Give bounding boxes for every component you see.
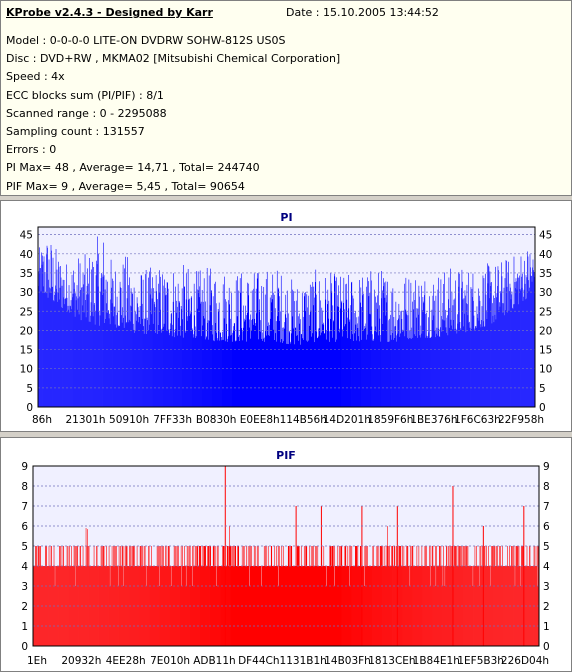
info-lines: Model : 0-0-0-0 LITE-ON DVDRW SOHW-812S …: [6, 32, 340, 196]
y-tick-label-right: 30: [539, 287, 552, 299]
plot-border: [32, 465, 540, 647]
x-tick-label: 1131B1h: [280, 655, 327, 667]
x-tick-label: E0EE8h: [240, 414, 280, 426]
bar-series: [37, 236, 536, 407]
scan-date: Date : 15.10.2005 13:44:52: [286, 6, 439, 19]
y-tick-label-right: 0: [539, 402, 546, 414]
info-sampling-count: Sampling count : 131557: [6, 124, 145, 138]
y-tick-label: 5: [21, 541, 28, 553]
x-tick-label: 1EF5B3h: [457, 655, 504, 667]
x-tick-label: 1F6C63h: [454, 414, 501, 426]
y-tick-label-right: 0: [543, 641, 550, 653]
x-tick-label: 1B84E1h: [413, 655, 460, 667]
info-pi-summary: PI Max= 48 , Average= 14,71 , Total= 244…: [6, 161, 260, 175]
y-tick-label-right: 20: [539, 325, 552, 337]
y-tick-label-right: 40: [539, 249, 552, 261]
x-tick-label: 7FF33h: [153, 414, 192, 426]
x-tick-label: 1813CEh: [368, 655, 415, 667]
y-tick-label-right: 8: [543, 481, 550, 493]
x-tick-label: 22F958h: [498, 414, 544, 426]
x-tick-label: 1Eh: [27, 655, 47, 667]
y-tick-label: 5: [26, 383, 33, 395]
info-ecc-blocks: ECC blocks sum (PI/PIF) : 8/1: [6, 88, 164, 102]
x-tick-label: 1859F6h: [367, 414, 413, 426]
y-tick-label: 9: [21, 461, 28, 473]
y-tick-label-right: 9: [543, 461, 550, 473]
info-speed: Speed : 4x: [6, 70, 65, 84]
y-tick-label: 40: [20, 249, 33, 261]
y-tick-label-right: 4: [543, 561, 550, 573]
y-tick-label-right: 15: [539, 345, 552, 357]
x-tick-label: 7E010h: [150, 655, 190, 667]
y-tick-label: 20: [20, 325, 33, 337]
y-tick-label: 0: [26, 402, 33, 414]
x-tick-label: 14D201h: [323, 414, 371, 426]
x-tick-label: 86h: [32, 414, 52, 426]
y-tick-label: 8: [21, 481, 28, 493]
x-tick-label: ADB11h: [193, 655, 236, 667]
y-tick-label: 6: [21, 521, 28, 533]
plot-border: [37, 226, 536, 408]
x-tick-label: 21301h: [66, 414, 106, 426]
info-panel: KProbe v2.4.3 - Designed by Karr Date : …: [0, 0, 572, 196]
y-tick-label: 2: [21, 601, 28, 613]
y-tick-label: 4: [21, 561, 28, 573]
info-scanned-range: Scanned range : 0 - 2295088: [6, 106, 167, 120]
y-tick-label: 15: [20, 345, 33, 357]
y-tick-label: 1: [21, 621, 28, 633]
x-tick-label: 20932h: [61, 655, 101, 667]
x-tick-label: 1BE376h: [410, 414, 457, 426]
y-tick-label-right: 25: [539, 306, 552, 318]
app-title: KProbe v2.4.3 - Designed by Karr: [6, 6, 213, 19]
pif-chart: PIF 0 0 1 1 2 2 3 3 4 4 5 5 6 6 7 7 8 8 9 9 1Eh 20932h 4EE28h 7E…: [21, 449, 550, 667]
y-tick-label-right: 5: [543, 541, 550, 553]
x-tick-label: B0830h: [196, 414, 237, 426]
y-tick-label-right: 3: [543, 581, 550, 593]
y-tick-label-right: 2: [543, 601, 550, 613]
pi-chart: PI 0 0 5 5 10 10 15 15 20 20 25 25 30 30 35 35 40 40 45 45 86…: [20, 211, 553, 426]
y-tick-label: 45: [20, 230, 33, 242]
info-errors: Errors : 0: [6, 143, 57, 157]
y-tick-label: 25: [20, 306, 33, 318]
y-tick-label-right: 10: [539, 364, 552, 376]
pif-chart-panel: PIF 0 0 1 1 2 2 3 3 4 4 5 5 6 6 7 7 8 8 9 9 1Eh 20932h 4EE28h 7E…: [0, 437, 572, 672]
info-disc: Disc : DVD+RW , MKMA02 [Mitsubishi Chemi…: [6, 52, 341, 66]
y-tick-label: 0: [21, 641, 28, 653]
y-tick-label: 3: [21, 581, 28, 593]
y-tick-label-right: 1: [543, 621, 550, 633]
info-model: Model : 0-0-0-0 LITE-ON DVDRW SOHW-812S …: [6, 34, 286, 47]
x-tick-label: 14B03Fh: [324, 655, 371, 667]
chart-title: PI: [280, 211, 292, 224]
y-tick-label-right: 45: [539, 230, 552, 242]
y-tick-label-right: 35: [539, 268, 552, 280]
y-tick-label-right: 5: [539, 383, 546, 395]
y-tick-label: 35: [20, 268, 33, 280]
info-pif-summary: PIF Max= 9 , Average= 5,45 , Total= 9065…: [6, 179, 245, 193]
y-tick-label-right: 7: [543, 501, 550, 513]
y-tick-label: 7: [21, 501, 28, 513]
y-tick-label-right: 6: [543, 521, 550, 533]
x-tick-label: 114B56h: [280, 414, 327, 426]
y-tick-label: 30: [20, 287, 33, 299]
chart-title: PIF: [276, 449, 296, 462]
x-tick-label: 4EE28h: [106, 655, 146, 667]
y-tick-label: 10: [20, 364, 33, 376]
x-tick-label: 50910h: [109, 414, 149, 426]
x-tick-label: 226D04h: [501, 655, 549, 667]
x-tick-label: DF44Ch: [238, 655, 279, 667]
pi-chart-panel: PI 0 0 5 5 10 10 15 15 20 20 25 25 30 30 35 35 40 40 45 45 86…: [0, 200, 572, 432]
